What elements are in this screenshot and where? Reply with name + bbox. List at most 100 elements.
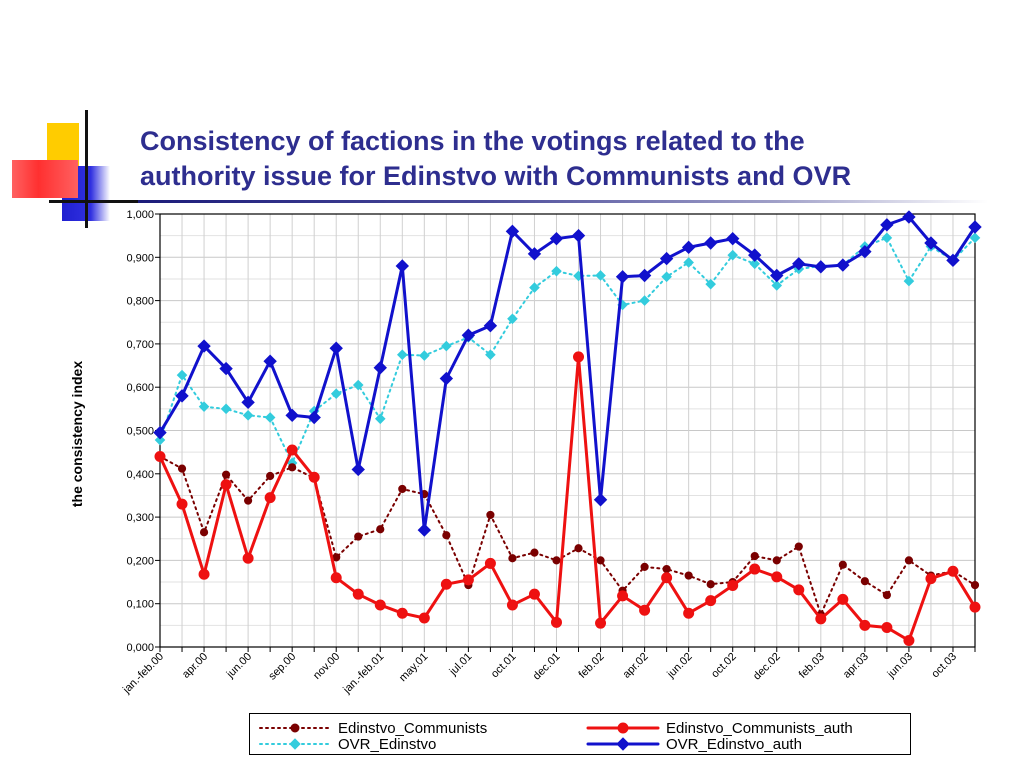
data-point xyxy=(639,604,651,616)
data-point xyxy=(308,471,320,483)
data-point xyxy=(528,588,540,600)
data-point xyxy=(505,224,520,239)
data-point xyxy=(176,498,188,510)
legend-label: Edinstvo_Communists xyxy=(338,720,487,737)
data-point xyxy=(220,403,232,415)
data-point xyxy=(442,531,451,540)
data-point xyxy=(221,470,231,479)
data-point xyxy=(440,578,452,590)
x-tick-label: nov.00 xyxy=(311,651,342,682)
data-point xyxy=(485,349,496,361)
data-point xyxy=(354,532,363,541)
data-point xyxy=(175,389,189,403)
data-point xyxy=(264,412,276,423)
data-point xyxy=(395,259,410,273)
x-tick-label: dec.02 xyxy=(751,651,783,683)
data-point xyxy=(198,401,210,412)
data-point xyxy=(882,590,891,600)
decor-horizontal-line xyxy=(49,200,140,203)
data-point xyxy=(615,270,630,284)
y-tick-label: 0,800 xyxy=(126,296,154,308)
data-point xyxy=(551,265,562,277)
data-point xyxy=(881,232,893,244)
y-tick-label: 0,900 xyxy=(126,252,154,264)
x-tick-label: sep.00 xyxy=(266,651,298,683)
data-point xyxy=(815,613,827,625)
data-point xyxy=(593,493,608,507)
data-point xyxy=(880,218,894,232)
data-point xyxy=(684,571,693,580)
data-point xyxy=(263,354,277,368)
data-point xyxy=(903,635,915,647)
data-point xyxy=(396,607,408,619)
chart-series xyxy=(153,210,982,647)
data-point xyxy=(574,544,583,553)
data-point xyxy=(241,395,255,410)
data-point xyxy=(661,572,673,584)
x-tick-label: jan.-feb.01 xyxy=(340,651,386,697)
data-point xyxy=(705,595,717,607)
data-point xyxy=(441,340,452,352)
data-point xyxy=(792,257,806,271)
y-tick-label: 0,200 xyxy=(126,555,154,567)
data-point xyxy=(396,349,408,361)
data-point xyxy=(439,371,454,386)
data-point xyxy=(837,593,849,605)
x-tick-label: oct.03 xyxy=(929,651,959,681)
data-point xyxy=(924,236,938,250)
y-tick-label: 0,100 xyxy=(126,599,154,611)
data-point xyxy=(176,369,188,381)
data-point xyxy=(683,257,694,268)
data-point xyxy=(969,601,981,613)
data-point xyxy=(352,588,364,600)
data-point xyxy=(727,580,739,592)
data-point xyxy=(330,572,342,584)
data-point xyxy=(947,565,959,577)
data-point xyxy=(640,562,649,571)
data-point xyxy=(462,574,474,586)
data-point xyxy=(197,339,211,353)
data-point xyxy=(881,622,893,634)
legend-swatch-marker xyxy=(616,737,630,751)
data-point xyxy=(772,556,781,565)
data-point xyxy=(750,551,759,561)
series-line xyxy=(159,455,976,616)
legend-entry: Edinstvo_Communists xyxy=(259,720,487,737)
data-point xyxy=(706,580,715,589)
data-point xyxy=(153,425,167,440)
data-point xyxy=(330,388,342,400)
x-tick-label: jun.03 xyxy=(885,651,915,681)
data-point xyxy=(242,552,254,564)
data-point xyxy=(573,351,585,363)
data-point xyxy=(288,463,297,472)
data-point xyxy=(705,278,716,290)
y-tick-label: 0,500 xyxy=(126,426,154,438)
data-point xyxy=(969,232,981,244)
data-point xyxy=(307,410,321,425)
data-point xyxy=(968,220,982,234)
title-underline xyxy=(138,200,988,203)
data-point xyxy=(486,510,495,520)
series-ovr-edinstvo xyxy=(154,232,981,469)
data-point xyxy=(419,350,430,361)
data-point xyxy=(352,379,364,391)
chart-grid xyxy=(159,213,976,648)
data-point xyxy=(484,557,496,569)
data-point xyxy=(571,228,586,243)
legend-entries: Edinstvo_Communists Edinstvo_Communists_a… xyxy=(259,720,853,753)
data-point xyxy=(483,319,498,333)
data-point xyxy=(552,556,561,565)
data-point xyxy=(617,590,629,602)
slide-title: Consistency of factions in the votings r… xyxy=(140,124,1000,194)
x-tick-label: oct.02 xyxy=(709,651,739,681)
x-tick-label: oct.01 xyxy=(489,651,519,681)
x-tick-label: apr.03 xyxy=(841,651,871,681)
data-point xyxy=(285,408,299,423)
data-point xyxy=(374,599,386,611)
data-point xyxy=(596,556,605,565)
data-point xyxy=(925,573,937,585)
legend-swatch-marker xyxy=(289,738,301,750)
legend-entry: Edinstvo_Communists_auth xyxy=(586,720,853,737)
x-tick-label: apr.02 xyxy=(621,651,651,681)
data-point xyxy=(838,560,847,569)
